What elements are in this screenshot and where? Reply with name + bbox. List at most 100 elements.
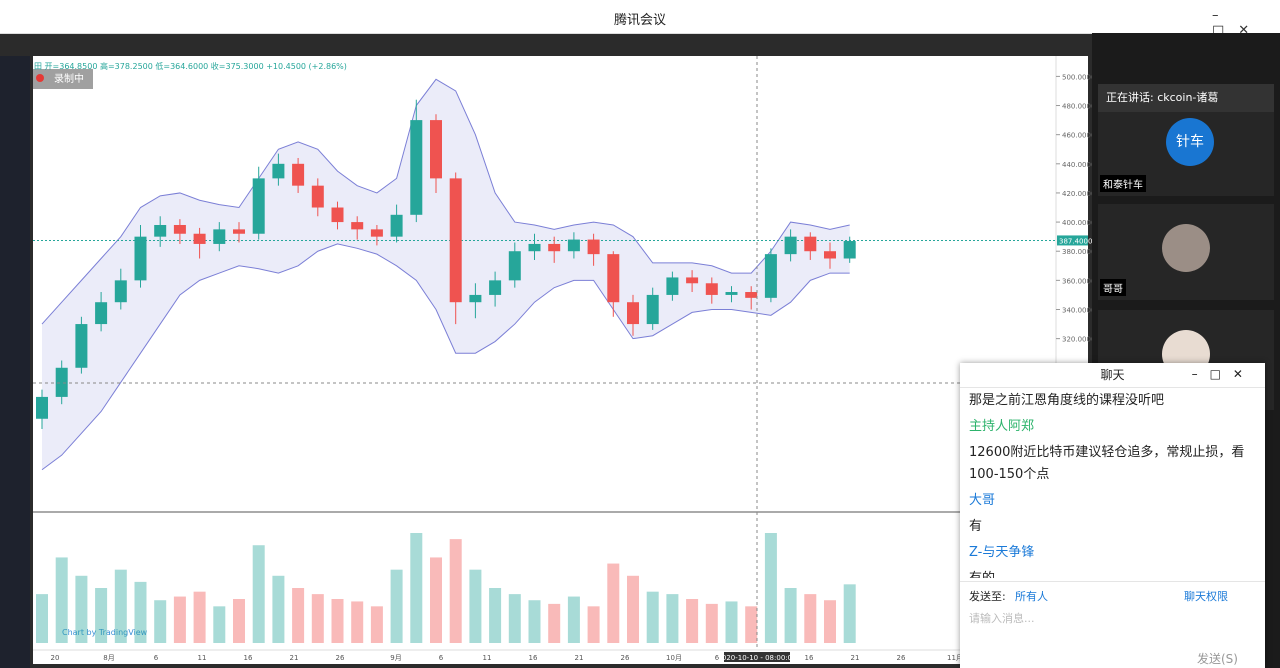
candle-body: [764, 254, 777, 298]
candle-body: [173, 224, 186, 234]
volume-bar: [784, 588, 797, 643]
last-price-badge: [1057, 235, 1088, 246]
message-text: 有: [969, 519, 983, 534]
drawing-toolbar[interactable]: [0, 56, 30, 668]
x-tick-label: 21: [851, 654, 860, 662]
volume-bar: [587, 606, 600, 643]
volume-bar: [528, 600, 541, 643]
message-input[interactable]: 请输入消息...: [969, 612, 1035, 625]
volume-bar: [292, 588, 305, 643]
sender: 主持人阿郑: [969, 419, 1035, 434]
candle-body: [705, 283, 718, 295]
volume-bar: [745, 606, 758, 643]
send-to-label: 发送至:: [969, 590, 1006, 603]
avatar: [1162, 224, 1210, 272]
candle-body: [272, 163, 285, 179]
volume-bar: [95, 588, 108, 643]
chat-window: 聊天 –□✕ 那是之前江恩角度线的课程没听吧 主持人阿郑 12600附近比特币建议轻…: [960, 363, 1265, 668]
candle-body: [508, 251, 521, 281]
candle-body: [745, 292, 758, 298]
candle-body: [449, 178, 462, 303]
participant-tile[interactable]: 针车 和泰针车: [1098, 112, 1274, 196]
volume-bar: [607, 563, 620, 643]
permission-menu[interactable]: 聊天权限: [1184, 590, 1228, 603]
y-tick-label: 360.0000: [1062, 277, 1092, 285]
recipient-select[interactable]: 所有人: [1015, 590, 1048, 603]
x-tick-label: 16: [529, 654, 538, 662]
title-bar: 腾讯会议 –□✕: [0, 0, 1280, 38]
candle-body: [351, 222, 364, 230]
x-tick-label: 11: [483, 654, 492, 662]
candle-body: [233, 229, 245, 234]
volume-bar: [843, 584, 856, 643]
send-button[interactable]: 发送(S): [1197, 652, 1238, 666]
candle-body: [587, 239, 600, 255]
x-tick-label: 26: [621, 654, 630, 662]
candle-body: [784, 236, 797, 255]
recording-text: 录制中: [54, 72, 84, 85]
volume-bar: [55, 557, 68, 643]
y-tick-label: 420.0000: [1062, 190, 1092, 198]
candle-body: [567, 239, 580, 252]
sender: Z-与天争锋: [969, 545, 1035, 560]
y-tick-label: 480.0000: [1062, 103, 1092, 111]
candle-body: [390, 214, 403, 237]
volume-bar: [508, 594, 521, 643]
speaking-bar: 正在讲话: ckcoin-诸葛: [1098, 84, 1274, 112]
x-tick-label: 6: [154, 654, 159, 662]
participant-tile[interactable]: 哥哥: [1098, 204, 1274, 300]
volume-bar: [627, 575, 639, 643]
volume-bar: [804, 594, 817, 643]
avatar: 针车: [1166, 118, 1214, 166]
candle-body: [292, 163, 305, 186]
x-tick-label: 11: [198, 654, 207, 662]
window-title: 腾讯会议: [613, 13, 666, 28]
y-tick-label: 500.0000: [1062, 73, 1092, 81]
candle-body: [410, 120, 423, 215]
volume-bar: [410, 533, 423, 643]
x-tick-label: 10月: [666, 654, 682, 662]
volume-bar: [646, 591, 659, 643]
candle-body: [627, 302, 639, 325]
candle-body: [430, 120, 442, 179]
candle-body: [725, 292, 738, 295]
volume-bar: [764, 533, 777, 643]
candle-body: [528, 243, 541, 252]
candle-body: [213, 229, 226, 244]
candle-body: [646, 294, 659, 325]
volume-bar: [666, 594, 679, 643]
volume-bar: [173, 596, 186, 643]
message-text: 12600附近比特币建议轻仓追多，常规止损，看100-150个点: [969, 445, 1245, 482]
watermark: Chart by TradingView: [62, 628, 148, 637]
candle-body: [252, 178, 265, 234]
volume-bar: [489, 588, 502, 643]
chart-bg: [33, 56, 1088, 664]
x-tick-label: 20: [51, 654, 60, 662]
volume-bar: [272, 575, 285, 643]
participant-name: 和泰针车: [1100, 175, 1146, 192]
recording-badge: [33, 69, 93, 89]
candle-body: [489, 280, 502, 295]
candle-body: [36, 396, 48, 419]
y-tick-label: 440.0000: [1062, 161, 1092, 169]
message-list: 那是之前江恩角度线的课程没听吧 主持人阿郑 12600附近比特币建议轻仓追多，常规止…: [960, 388, 1265, 578]
x-tick-label: 16: [805, 654, 814, 662]
volume-bar: [36, 594, 48, 643]
y-tick-label: 340.0000: [1062, 306, 1092, 314]
x-tick-label: 9月: [390, 654, 401, 662]
volume-bar: [686, 599, 699, 643]
chat-controls[interactable]: –□✕: [1191, 367, 1255, 381]
chat-title: 聊天: [960, 363, 1265, 388]
candle-body: [666, 277, 679, 295]
y-tick-label: 400.0000: [1062, 219, 1092, 227]
x-tick-label: 21: [290, 654, 299, 662]
volume-bar: [213, 606, 226, 643]
candle-body: [331, 207, 344, 223]
x-tick-label: 8月: [103, 654, 114, 662]
record-dot: [36, 74, 44, 82]
volume-bar: [469, 569, 482, 643]
volume-bar: [824, 600, 836, 643]
volume-bar: [705, 603, 718, 643]
volume-bar: [390, 569, 403, 643]
